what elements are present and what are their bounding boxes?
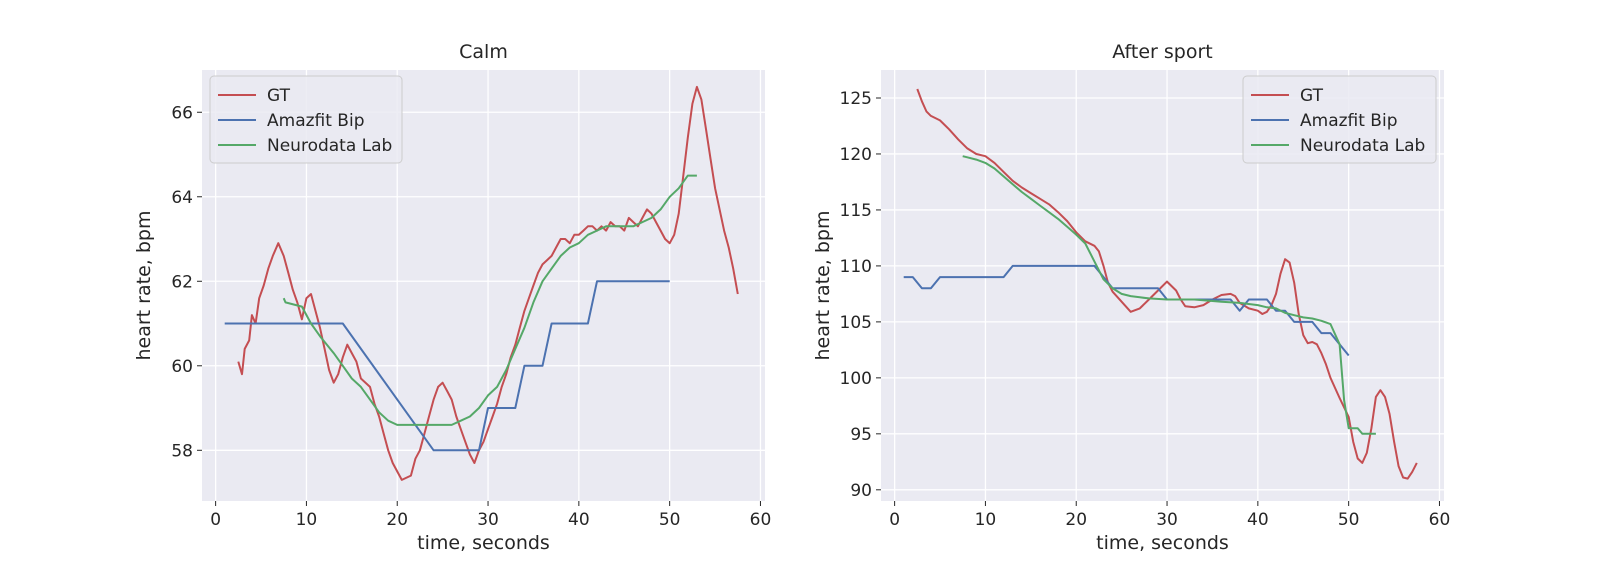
- y-tick-label: 95: [850, 425, 872, 445]
- x-tick-label: 20: [386, 510, 408, 530]
- x-tick-label: 40: [568, 510, 590, 530]
- y-tick-label: 60: [171, 357, 193, 377]
- chart-title: Calm: [459, 41, 508, 63]
- legend: GT Amazfit Bip Neurodata Lab: [1242, 75, 1437, 164]
- series-line-gt: [237, 85, 739, 481]
- y-tick-label: 100: [840, 369, 872, 389]
- x-tick-label: 10: [975, 510, 997, 530]
- legend-box: [1242, 75, 1437, 164]
- y-tick-label: 105: [840, 313, 872, 333]
- y-axis-label: heart rate, bpm: [133, 211, 155, 361]
- y-tick-label: 110: [840, 257, 872, 277]
- legend-label: GT: [1300, 86, 1324, 106]
- legend-label: Neurodata Lab: [1300, 136, 1425, 156]
- y-tick-label: 120: [840, 145, 872, 165]
- x-tick-label: 30: [477, 510, 499, 530]
- y-tick-label: 62: [171, 272, 193, 292]
- x-tick-label: 20: [1065, 510, 1087, 530]
- chart-panel-0: 0 10 20 30 40 50 60 58 60 62 64 66 Calm time, seconds…: [133, 41, 771, 554]
- x-tick-label: 0: [889, 510, 900, 530]
- series-line-neurodata-lab: [962, 155, 1376, 435]
- x-tick-label: 40: [1247, 510, 1269, 530]
- y-tick-label: 58: [171, 441, 193, 461]
- y-tick-label: 90: [850, 481, 872, 501]
- x-tick-label: 50: [1338, 510, 1360, 530]
- x-tick-label: 60: [1429, 510, 1451, 530]
- x-tick-label: 60: [750, 510, 772, 530]
- legend-label: Neurodata Lab: [267, 136, 392, 156]
- y-tick-label: 115: [840, 201, 872, 221]
- chart-panel-1: 0 10 20 30 40 50 60 90 95 100 105 110 115 120 125 After…: [812, 41, 1450, 554]
- x-axis-label: time, seconds: [1096, 532, 1229, 554]
- chart-title: After sport: [1112, 41, 1213, 63]
- legend-label: GT: [267, 86, 291, 106]
- x-axis-label: time, seconds: [417, 532, 550, 554]
- x-tick-label: 0: [210, 510, 221, 530]
- legend: GT Amazfit Bip Neurodata Lab: [209, 75, 403, 164]
- x-tick-label: 30: [1156, 510, 1178, 530]
- x-tick-label: 50: [659, 510, 681, 530]
- series-line-neurodata-lab: [282, 174, 697, 426]
- series-line-amazfit-bip: [224, 280, 670, 452]
- legend-label: Amazfit Bip: [1300, 111, 1397, 131]
- y-tick-label: 66: [171, 103, 193, 123]
- y-tick-label: 64: [171, 188, 193, 208]
- y-tick-label: 125: [840, 89, 872, 109]
- legend-label: Amazfit Bip: [267, 111, 364, 131]
- series-line-gt: [916, 88, 1418, 480]
- legend-box: [209, 75, 403, 164]
- y-axis-label: heart rate, bpm: [812, 211, 834, 361]
- x-tick-label: 10: [296, 510, 318, 530]
